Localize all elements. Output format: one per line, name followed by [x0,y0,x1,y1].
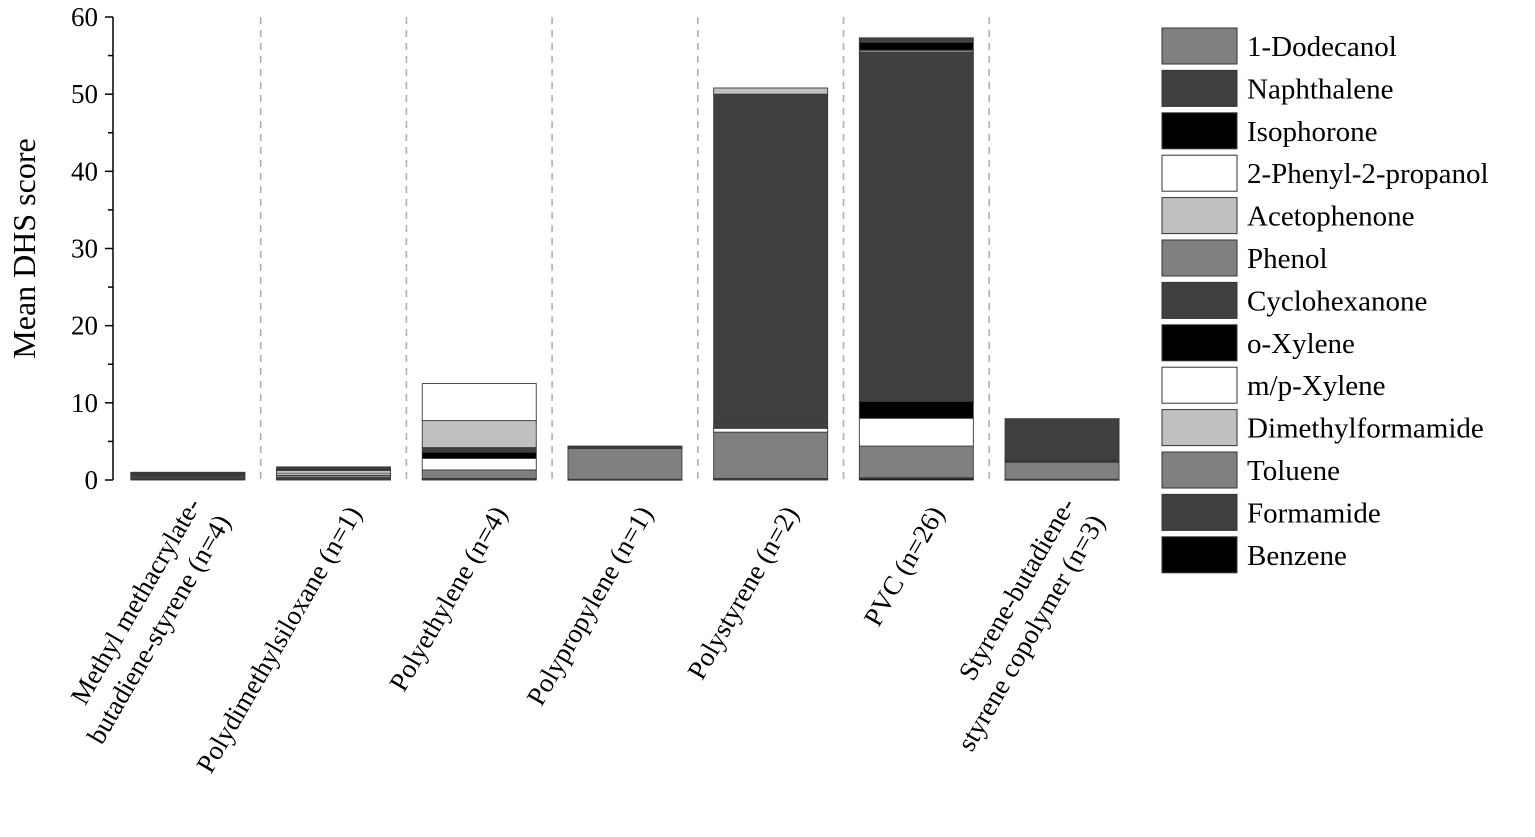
category-label: Polystyrene (n=2) [681,501,804,684]
legend-label: Naphthalene [1247,73,1394,105]
legend-swatch [1161,324,1238,362]
legend-item: m/p-Xylene [1161,366,1386,404]
bar-segment-acetophenone [421,420,537,449]
bar-segment-naphthalene [713,93,829,424]
y-tick-label: 10 [71,388,98,418]
bar-segment-naphthalene-top- [713,87,829,95]
legend-label: Cyclohexanone [1247,285,1427,317]
legend-item: Acetophenone [1161,197,1415,235]
category-label-line: Polypropylene (n=1) [521,501,659,710]
bar-segment-toluene [1004,461,1120,480]
y-tick-label: 20 [71,311,98,341]
legend-label: Toluene [1247,455,1340,487]
legend-label: m/p-Xylene [1247,370,1386,402]
legend-label: Benzene [1247,540,1347,572]
bar-segment-m-p-xylene [713,427,829,433]
bar-segment-isophorone-top- [858,42,974,51]
category-label: PVC (n=26) [858,501,950,631]
bar-segment-m-p-xylene [421,457,537,471]
category-label: Polyethylene (n=4) [383,501,513,696]
legend-label: 2-Phenyl-2-propanol [1247,158,1489,190]
legend-swatch [1161,451,1238,489]
bar-segment-naphthalene [567,445,683,448]
legend-item: Cyclohexanone [1161,281,1427,319]
y-tick-label: 50 [71,79,98,109]
bar-segment-toluene [713,431,829,479]
legend: 1-Dodecanol Naphthalene Isophorone 2-Phenyl… [1161,27,1489,574]
legend-label: Dimethylformamide [1247,413,1484,445]
category-label: Styrene-butadiene-styrene copolymer (n=3… [951,492,1111,755]
category-label: Polypropylene (n=1) [521,501,659,710]
legend-label: Isophorone [1247,116,1377,148]
bar-segment-toluene [858,445,974,479]
legend-item: o-Xylene [1161,324,1355,362]
bar-segment-cyclohexanone [713,422,829,428]
bar-segment-m-p-xylene [858,417,974,447]
category-label-line: Polystyrene (n=2) [681,501,804,684]
legend-swatch [1161,409,1238,447]
bar-segment-toluene [421,469,537,479]
bar-segment-naphthalene-cap- [858,37,974,43]
legend-item: Dimethylformamide [1161,409,1484,447]
bar-segment-cyclohexanone [421,447,537,453]
y-tick-label: 30 [71,234,98,264]
bar-segment-o-xylene [858,400,974,419]
legend-label: o-Xylene [1247,328,1355,360]
y-tick-label: 60 [71,2,98,32]
legend-label: Acetophenone [1247,201,1415,233]
legend-swatch [1161,112,1238,150]
bar-segment-naphthalene [276,466,391,468]
bar-segment-toluene [567,447,683,480]
bar-segment-naphthalene [1004,418,1120,461]
legend-swatch [1161,27,1238,65]
legend-item: 2-Phenyl-2-propanol [1161,154,1489,192]
bars [130,37,1120,481]
legend-label: Formamide [1247,497,1381,529]
legend-swatch [1161,493,1238,531]
legend-swatch [1161,197,1238,235]
y-ticks: 0 10 20 30 40 50 60 [71,2,113,495]
bar-segment-o-xylene [421,451,537,459]
legend-swatch [1161,281,1238,319]
legend-swatch [1161,69,1238,107]
legend-item: Toluene [1161,451,1340,489]
legend-item: Naphthalene [1161,69,1394,107]
y-axis-label: Mean DHS score [6,138,42,358]
legend-item: 1-Dodecanol [1161,27,1397,65]
category-labels: Methyl methacrylate-butadiene-styrene (n… [64,492,1111,777]
category-label-line: PVC (n=26) [858,501,950,631]
category-label-line: Polyethylene (n=4) [383,501,513,696]
legend-label: Phenol [1247,243,1328,275]
legend-swatch [1161,536,1238,574]
bar-segment-naphthalene [130,471,246,474]
y-tick-label: 40 [71,156,98,186]
category-label: Methyl methacrylate-butadiene-styrene (n… [64,492,236,748]
legend-item: Isophorone [1161,112,1377,150]
legend-swatch [1161,239,1238,277]
y-tick-label: 0 [85,465,99,495]
legend-swatch [1161,154,1238,192]
legend-swatch [1161,366,1238,404]
legend-item: Benzene [1161,536,1347,574]
legend-label: 1-Dodecanol [1247,31,1397,63]
bar-segment-naphthalene [858,52,974,402]
legend-item: Phenol [1161,239,1328,277]
bar-segment-2-phenyl-2-propanol [421,383,537,422]
legend-item: Formamide [1161,493,1381,531]
